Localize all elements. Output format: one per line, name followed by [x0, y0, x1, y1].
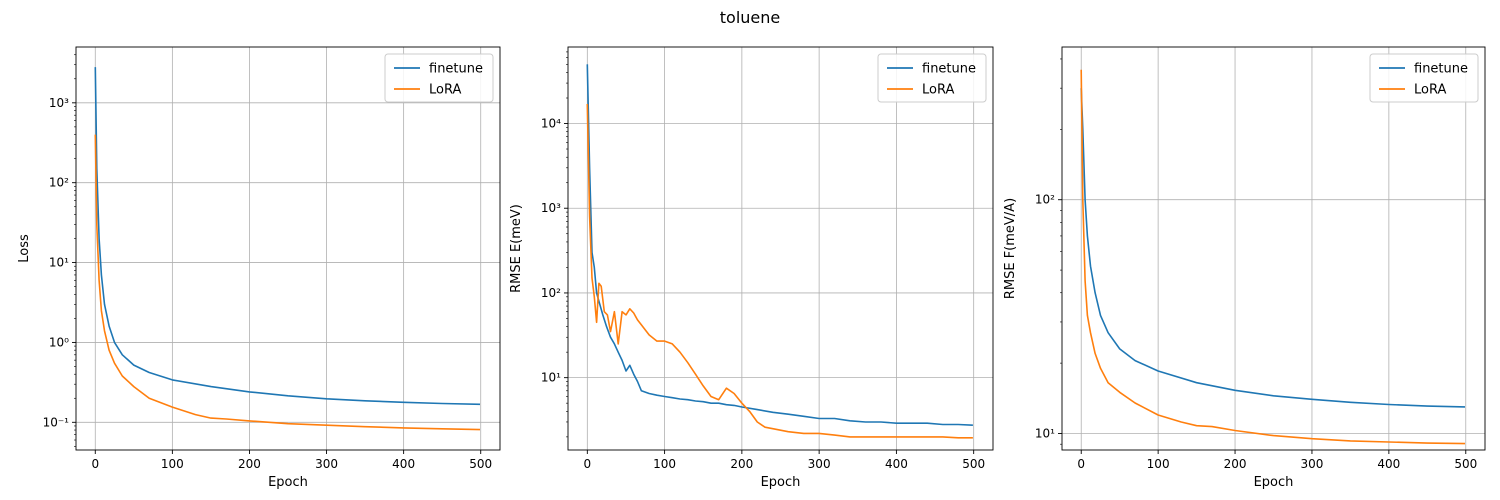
series-line-finetune — [586, 64, 973, 426]
x-tick-label: 0 — [583, 457, 591, 471]
x-tick-label: 400 — [885, 457, 908, 471]
x-tick-label: 0 — [91, 457, 99, 471]
x-tick-label: 400 — [392, 457, 415, 471]
series-line-finetune — [1080, 88, 1466, 408]
y-tick-label: 10² — [49, 176, 69, 190]
chart-panel-2: 0 100 200 300 400 500 10¹ 10² 10³ 10⁴ Epoch RMSE E(… — [509, 46, 994, 490]
y-tick-label: 10¹ — [541, 371, 561, 385]
y-axis-label: Loss — [17, 234, 32, 263]
legend-label-lora: LoRA — [922, 83, 954, 98]
legend-box — [384, 53, 494, 103]
x-tick-label: 100 — [653, 457, 676, 471]
series-line-lora — [94, 134, 481, 431]
series-line-lora — [586, 103, 973, 439]
legend-label-lora: LoRA — [1414, 83, 1446, 98]
legend-label-finetune: finetune — [922, 62, 976, 77]
x-axis-label: Epoch — [268, 475, 308, 490]
y-tick-label: 10⁴ — [541, 117, 561, 131]
x-tick-label: 300 — [808, 457, 831, 471]
x-tick-label: 500 — [469, 457, 492, 471]
legend-box — [1369, 53, 1479, 103]
legend-label-lora: LoRA — [429, 83, 461, 98]
x-tick-label: 200 — [1224, 457, 1247, 471]
series-line-lora — [1080, 69, 1466, 445]
x-tick-label: 500 — [1454, 457, 1477, 471]
x-tick-label: 100 — [1147, 457, 1170, 471]
x-axis-label: Epoch — [761, 475, 801, 490]
legend-label-finetune: finetune — [1414, 62, 1468, 77]
y-tick-label: 10⁰ — [49, 335, 69, 349]
x-tick-label: 200 — [730, 457, 753, 471]
legend-box — [877, 53, 987, 103]
plot-frame — [1061, 46, 1486, 451]
x-tick-label: 300 — [315, 457, 338, 471]
x-tick-label: 100 — [161, 457, 184, 471]
x-tick-label: 0 — [1077, 457, 1085, 471]
x-tick-label: 500 — [962, 457, 985, 471]
y-tick-label: 10¹ — [1035, 426, 1055, 440]
chart-panel-1: 0 100 200 300 400 500 10⁻¹ 10⁰ 10¹ 10² 10³ Epoch Los… — [17, 46, 501, 490]
y-axis-label: RMSE F(meV/A) — [1003, 198, 1018, 299]
legend-label-finetune: finetune — [429, 62, 483, 77]
y-tick-label: 10⁻¹ — [43, 415, 70, 429]
y-tick-label: 10² — [541, 286, 561, 300]
x-axis-label: Epoch — [1254, 475, 1294, 490]
y-tick-label: 10³ — [49, 96, 69, 110]
series-line-finetune — [94, 67, 481, 406]
y-tick-label: 10³ — [541, 201, 561, 215]
x-tick-label: 200 — [238, 457, 261, 471]
y-tick-label: 10² — [1035, 193, 1055, 207]
plot-frame — [567, 46, 994, 451]
plot-frame — [75, 46, 501, 451]
y-axis-label: RMSE E(meV) — [509, 204, 524, 293]
chart-panel-3: 0 100 200 300 400 500 10¹ 10² Epoch RMSE F(meV/A)… — [1003, 46, 1486, 490]
legend: finetune LoRA — [1369, 53, 1479, 103]
figure-title: toluene — [719, 8, 781, 27]
x-tick-label: 300 — [1301, 457, 1324, 471]
legend: finetune LoRA — [877, 53, 987, 103]
legend: finetune LoRA — [384, 53, 494, 103]
x-tick-label: 400 — [1377, 457, 1400, 471]
y-tick-label: 10¹ — [49, 256, 69, 270]
